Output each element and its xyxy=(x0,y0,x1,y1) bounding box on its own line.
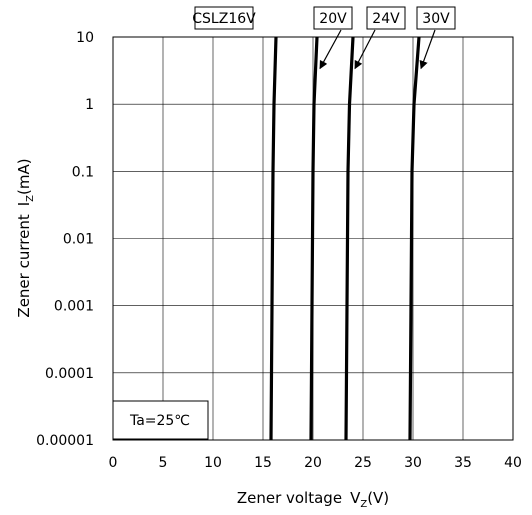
y-tick-label: 10 xyxy=(76,30,94,46)
y-tick-label: 0.0001 xyxy=(45,366,94,382)
series-label-text: 24V xyxy=(372,11,400,27)
x-tick-label: 15 xyxy=(254,455,272,471)
y-tick-label: 0.00001 xyxy=(36,433,94,449)
series-label-box xyxy=(366,6,406,30)
x-tick-label: 30 xyxy=(404,455,422,471)
label-pointer-arrow xyxy=(354,29,376,70)
label-pointer-arrow xyxy=(419,29,436,70)
ambient-temperature-label: Ta=25℃ xyxy=(129,413,190,429)
annotation-box: Ta=25℃ xyxy=(112,400,209,440)
series-line xyxy=(269,36,278,441)
series-label: 20V xyxy=(313,6,353,30)
y-axis-label: Zener current xyxy=(15,214,33,317)
series-labels: CSLZ16V 20V 24V 30V xyxy=(192,6,456,70)
plot-frame xyxy=(112,36,514,441)
series-label-box xyxy=(416,6,456,30)
series-label-box xyxy=(194,6,254,30)
y-tick-label: 0.01 xyxy=(63,232,94,248)
y-axis-unit: (mA) xyxy=(15,158,33,195)
x-tick-label: 25 xyxy=(354,455,372,471)
label-pointer-arrow xyxy=(319,29,342,70)
x-axis-label: Zener voltage xyxy=(237,489,342,507)
x-tick-label: 40 xyxy=(504,455,522,471)
series-label-text: 20V xyxy=(319,11,347,27)
series-line xyxy=(309,36,319,441)
x-axis-symbol: V xyxy=(350,489,361,507)
x-tick-label: 5 xyxy=(159,455,168,471)
y-tick-label: 1 xyxy=(85,97,94,113)
y-tick-label: 0.001 xyxy=(54,299,94,315)
x-tick-label: 20 xyxy=(304,455,322,471)
y-tick-labels: 0.00001 0.0001 0.001 0.01 0.1 1 10 xyxy=(36,30,94,449)
series-label-text: 30V xyxy=(422,11,450,27)
x-axis-title: Zener voltage VZ(V) xyxy=(237,489,389,510)
x-tick-label: 10 xyxy=(204,455,222,471)
y-axis-subscript: Z xyxy=(25,195,36,202)
x-axis-unit: (V) xyxy=(367,489,389,507)
y-axis-symbol: I xyxy=(15,202,33,206)
series-line xyxy=(344,36,355,441)
x-tick-label: 0 xyxy=(109,455,118,471)
series-label-box xyxy=(313,6,353,30)
x-tick-label: 35 xyxy=(454,455,472,471)
y-axis-title: Zener current IZ(mA) xyxy=(15,158,36,317)
y-tick-label: 0.1 xyxy=(72,164,94,180)
series-label: 30V xyxy=(416,6,456,30)
series-label: CSLZ16V xyxy=(192,6,256,30)
x-tick-labels: 0 5 10 15 20 25 30 35 40 xyxy=(109,455,522,471)
series-line xyxy=(408,36,421,441)
series-label-text: CSLZ16V xyxy=(192,11,256,27)
series-label: 24V xyxy=(366,6,406,30)
x-axis-subscript: Z xyxy=(360,499,367,510)
curves xyxy=(269,36,421,441)
